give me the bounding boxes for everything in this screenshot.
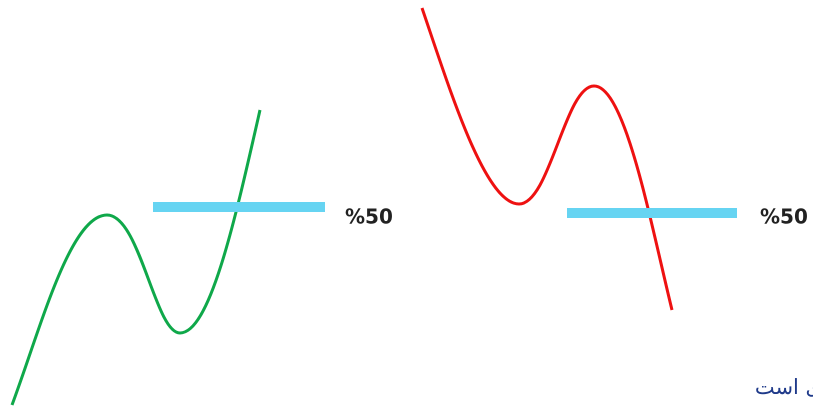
percent-label: %50 [345,205,393,229]
red-curve [420,7,674,311]
fifty-percent-bar [153,202,325,212]
percent-label: %50 [760,205,808,229]
green-curve [10,109,262,406]
fifty-percent-bar [567,208,737,218]
caption: ی است [755,375,813,399]
